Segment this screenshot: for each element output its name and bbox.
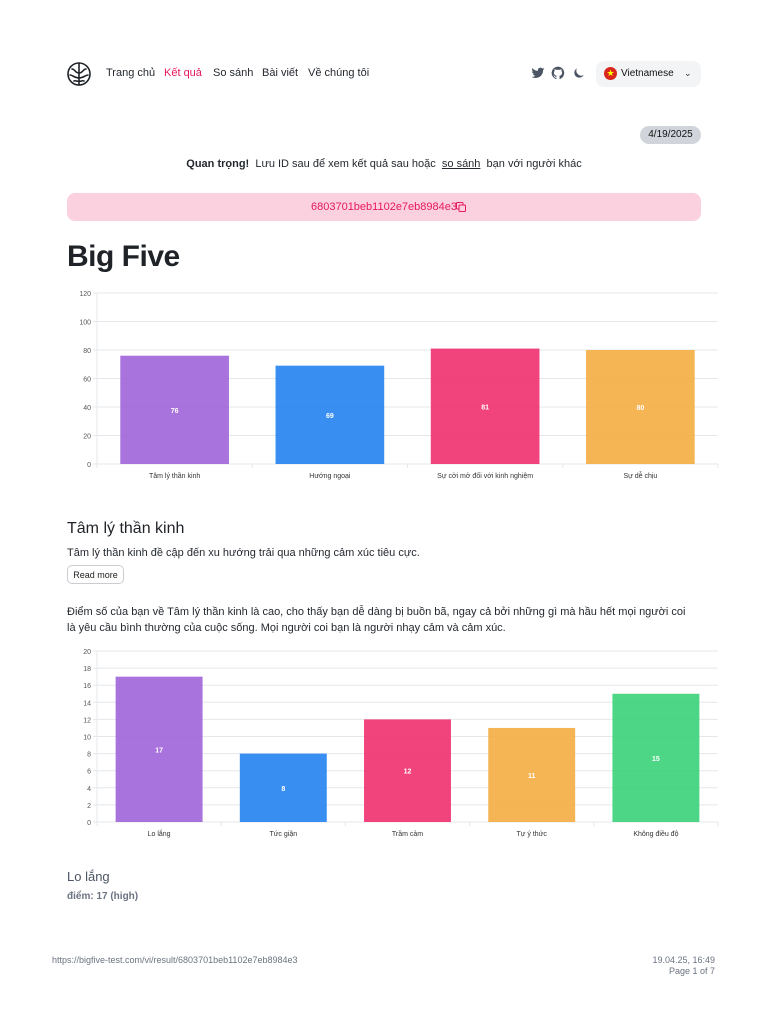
y-tick-label: 12 [83,717,91,724]
bar[interactable] [275,365,385,464]
y-tick-label: 40 [83,405,91,412]
x-tick-label: Hướng ngoại [309,473,351,480]
bar-value-label: 12 [404,769,412,776]
y-tick-label: 16 [83,683,91,690]
section-title: Tâm lý thần kinh [67,520,185,537]
x-tick-label: Sự cởi mở đối với kinh nghiệm [437,471,533,480]
y-tick-label: 20 [83,434,91,441]
x-tick-label: Trầm cảm [392,829,423,838]
chevron-down-icon: ⌄ [684,68,692,78]
bar[interactable] [430,348,540,464]
y-tick-label: 0 [87,462,91,469]
nav-results-link[interactable]: Kết quả [164,67,202,79]
x-tick-label: Lo lắng [148,829,171,838]
y-tick-label: 10 [83,735,91,742]
x-tick-label: Tự ý thức [517,831,548,838]
bar[interactable] [120,355,229,464]
bar[interactable] [586,350,695,464]
language-selector[interactable]: ★ Vietnamese ⌄ [596,61,701,87]
x-tick-label: Tâm lý thần kinh [149,471,200,480]
x-tick-label: Không điều độ [633,829,678,838]
x-tick-label: Tức giận [269,831,297,838]
language-label: Vietnamese [621,68,674,79]
bar-value-label: 69 [326,413,334,420]
bar[interactable] [488,727,576,822]
moon-icon[interactable] [572,66,586,80]
brain-logo-icon[interactable] [66,61,92,87]
date-badge: 4/19/2025 [640,126,701,144]
y-tick-label: 2 [87,803,91,810]
facet-title: Lo lắng [67,869,110,884]
bar-value-label: 15 [652,756,660,763]
bar-value-label: 17 [155,747,163,754]
notice-strong: Quan trọng! [186,158,250,170]
y-tick-label: 14 [83,700,91,707]
x-tick-label: Sự dễ chịu [623,471,657,480]
result-id[interactable]: 6803701beb1102e7eb8984e3 [67,201,701,213]
y-tick-label: 60 [83,377,91,384]
save-id-notice: Quan trọng! Lưu ID sau để xem kết quả sa… [0,158,768,170]
result-id-text: 6803701beb1102e7eb8984e3 [310,201,457,213]
footer-datetime: 19.04.25, 16:49 [652,955,715,965]
bar-value-label: 76 [171,408,179,415]
nav-about-link[interactable]: Về chúng tôi [308,67,370,79]
bar-value-label: 11 [528,773,536,780]
read-more-button[interactable]: Read more [67,565,124,584]
github-icon[interactable] [551,66,565,80]
bar-value-label: 8 [281,786,285,793]
footer-page-number: Page 1 of 7 [668,966,715,976]
y-tick-label: 0 [87,820,91,827]
notice-text-before: Lưu ID sau để xem kết quả sau hoặc [255,158,436,170]
compare-link[interactable]: so sánh [441,158,481,170]
y-tick-label: 120 [79,291,91,298]
y-tick-label: 6 [87,769,91,776]
twitter-icon[interactable] [531,66,545,80]
vietnam-flag-icon: ★ [604,67,617,80]
nav-home-link[interactable]: Trang chủ [106,67,156,79]
nav-compare-link[interactable]: So sánh [213,67,254,79]
page-title: Big Five [67,240,180,273]
bar[interactable] [612,693,700,822]
copy-icon[interactable] [455,201,467,213]
y-tick-label: 100 [79,320,91,327]
section-description: Tâm lý thần kinh đề cập đến xu hướng trả… [67,547,420,559]
y-tick-label: 20 [83,649,91,656]
bar[interactable] [364,719,451,822]
bar-value-label: 80 [636,405,644,412]
bar[interactable] [239,753,327,822]
result-id-box[interactable]: 6803701beb1102e7eb8984e3 [67,193,701,221]
facet-score: điểm: 17 (high) [67,891,139,902]
bar[interactable] [115,676,203,822]
score-explanation: Điểm số của bạn về Tâm lý thần kinh là c… [67,606,686,634]
nav-articles-link[interactable]: Bài viết [262,67,299,79]
footer-url: https://bigfive-test.com/vi/result/68037… [52,955,298,965]
y-tick-label: 80 [83,348,91,355]
y-tick-label: 4 [87,786,91,793]
y-tick-label: 8 [87,752,91,759]
big-five-chart: 0 20 40 60 80 100 120 76 Tâm lý thần kinh 69 Hướng… [79,291,719,480]
neuroticism-facets-chart: 0 2 4 6 8 10 12 14 16 18 20 17 Lo lắng 8 Tức giận 12 Trầ… [83,649,719,838]
notice-text-after: bạn với người khác [486,158,582,170]
y-tick-label: 18 [83,666,91,673]
bar-value-label: 81 [481,404,489,411]
